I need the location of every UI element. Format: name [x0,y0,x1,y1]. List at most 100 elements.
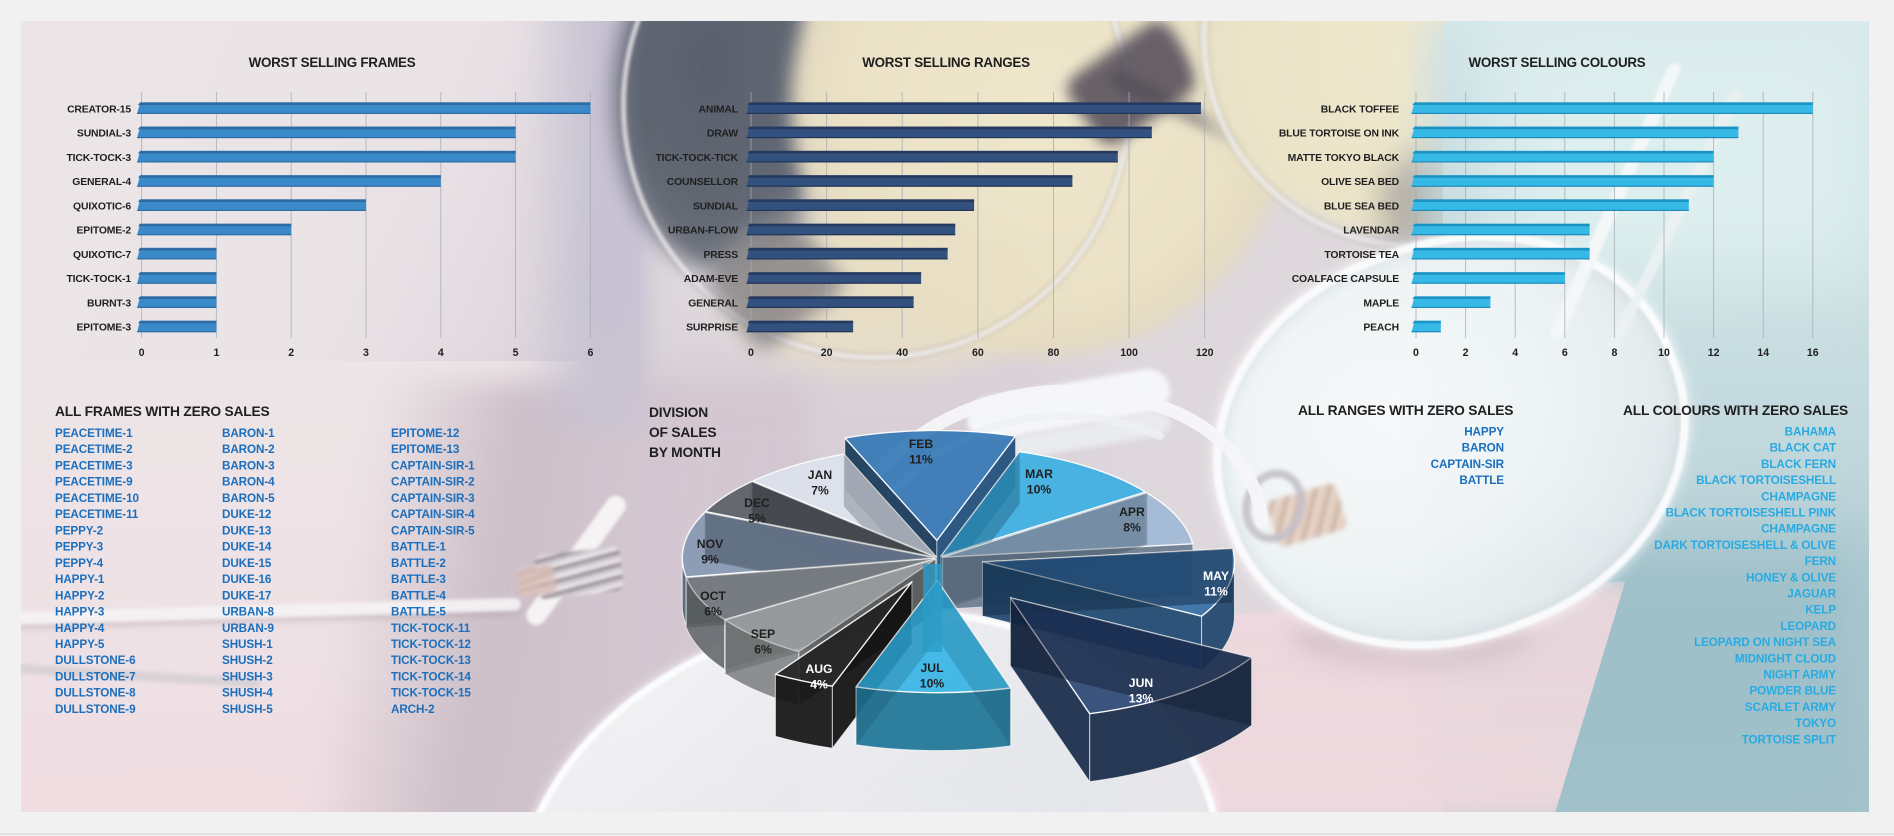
svg-text:ALL COLOURS WITH ZERO SALES: ALL COLOURS WITH ZERO SALES [1623,403,1848,418]
svg-text:TICK-TOCK-14: TICK-TOCK-14 [391,671,471,684]
svg-text:BATTLE-3: BATTLE-3 [391,573,446,586]
svg-text:WORST SELLING FRAMES: WORST SELLING FRAMES [249,55,416,70]
svg-text:TICK-TOCK-1: TICK-TOCK-1 [66,274,131,285]
svg-text:OCT: OCT [700,589,726,603]
svg-text:DUKE-15: DUKE-15 [222,557,272,570]
svg-text:GENERAL: GENERAL [688,298,739,309]
svg-text:CAPTAIN-SIR-5: CAPTAIN-SIR-5 [391,524,475,537]
svg-text:TICK-TOCK-15: TICK-TOCK-15 [391,687,471,700]
svg-text:BATTLE-5: BATTLE-5 [391,606,446,619]
svg-text:BLACK TOFFEE: BLACK TOFFEE [1321,104,1399,115]
svg-text:60: 60 [972,347,984,359]
svg-text:PEACETIME-3: PEACETIME-3 [55,460,133,473]
svg-text:BLACK FERN: BLACK FERN [1761,458,1836,471]
svg-text:TICK-TOCK-11: TICK-TOCK-11 [391,622,471,635]
svg-text:COUNSELLOR: COUNSELLOR [667,177,739,188]
svg-text:URBAN-8: URBAN-8 [222,606,274,619]
svg-text:TORTOISE TEA: TORTOISE TEA [1324,250,1399,261]
svg-text:SURPRISE: SURPRISE [686,323,738,334]
svg-text:DUKE-14: DUKE-14 [222,541,272,554]
svg-text:PEACETIME-1: PEACETIME-1 [55,427,133,440]
svg-text:SEP: SEP [751,627,775,641]
svg-text:BLUE TORTOISE ON INK: BLUE TORTOISE ON INK [1279,129,1400,140]
svg-text:BLACK CAT: BLACK CAT [1770,442,1837,455]
svg-text:TICK-TOCK-12: TICK-TOCK-12 [391,638,471,651]
svg-text:QUIXOTIC-6: QUIXOTIC-6 [73,201,131,212]
svg-text:BAHAMA: BAHAMA [1785,426,1837,439]
svg-text:PEPPY-4: PEPPY-4 [55,557,104,570]
svg-text:4: 4 [438,347,444,359]
svg-text:JUN: JUN [1129,676,1153,690]
svg-text:QUIXOTIC-7: QUIXOTIC-7 [73,250,131,261]
svg-text:ANIMAL: ANIMAL [698,104,738,115]
svg-text:13%: 13% [1129,692,1154,706]
svg-text:ALL FRAMES WITH ZERO SALES: ALL FRAMES WITH ZERO SALES [55,404,270,419]
svg-text:MAY: MAY [1203,569,1229,583]
svg-text:TORTOISE SPLIT: TORTOISE SPLIT [1742,733,1837,746]
svg-text:EPITOME-3: EPITOME-3 [77,323,132,334]
svg-text:WORST SELLING RANGES: WORST SELLING RANGES [862,55,1030,70]
svg-text:PEPPY-2: PEPPY-2 [55,524,104,537]
svg-text:BATTLE-4: BATTLE-4 [391,589,446,602]
svg-text:TICK-TOCK-13: TICK-TOCK-13 [391,654,471,667]
svg-text:FERN: FERN [1805,555,1836,568]
svg-text:AUG: AUG [805,662,832,676]
svg-text:LAVENDAR: LAVENDAR [1343,226,1399,237]
svg-text:HAPPY-2: HAPPY-2 [55,589,105,602]
svg-text:URBAN-FLOW: URBAN-FLOW [668,226,738,237]
svg-text:9%: 9% [701,553,719,567]
svg-text:4: 4 [1512,347,1518,359]
svg-text:BARON-4: BARON-4 [222,476,275,489]
svg-text:0: 0 [139,347,145,359]
svg-text:8%: 8% [1123,521,1141,535]
svg-text:6: 6 [1562,347,1568,359]
svg-text:DUKE-13: DUKE-13 [222,524,272,537]
svg-text:JAN: JAN [808,468,832,482]
svg-text:DRAW: DRAW [707,129,738,140]
svg-text:BY MONTH: BY MONTH [649,445,721,460]
svg-text:TOKYO: TOKYO [1795,717,1836,730]
svg-text:SHUSH-4: SHUSH-4 [222,687,273,700]
svg-text:HAPPY-3: HAPPY-3 [55,606,105,619]
svg-text:DULLSTONE-9: DULLSTONE-9 [55,703,136,716]
svg-text:14: 14 [1757,347,1769,359]
svg-text:POWDER BLUE: POWDER BLUE [1749,685,1836,698]
svg-text:BLACK TORTOISESHELL PINK: BLACK TORTOISESHELL PINK [1666,507,1837,520]
svg-text:KELP: KELP [1805,604,1836,617]
svg-text:DUKE-12: DUKE-12 [222,508,272,521]
svg-text:5%: 5% [748,512,766,526]
svg-text:CHAMPAGNE: CHAMPAGNE [1761,490,1836,503]
svg-text:7%: 7% [811,484,829,498]
svg-text:1: 1 [213,347,219,359]
svg-text:2: 2 [288,347,294,359]
svg-text:LEOPARD ON NIGHT SEA: LEOPARD ON NIGHT SEA [1694,636,1837,649]
svg-text:CAPTAIN-SIR-1: CAPTAIN-SIR-1 [391,460,475,473]
svg-text:DUKE-17: DUKE-17 [222,589,271,602]
svg-text:CHAMPAGNE: CHAMPAGNE [1761,523,1836,536]
svg-text:DEC: DEC [744,496,770,510]
svg-text:ALL RANGES WITH ZERO SALES: ALL RANGES WITH ZERO SALES [1298,403,1513,418]
svg-text:11%: 11% [1204,585,1228,599]
svg-text:80: 80 [1048,347,1060,359]
svg-text:OF SALES: OF SALES [649,425,716,440]
svg-text:OLIVE SEA BED: OLIVE SEA BED [1321,177,1400,188]
svg-text:CREATOR-15: CREATOR-15 [67,104,131,115]
svg-text:URBAN-9: URBAN-9 [222,622,274,635]
svg-text:MIDNIGHT CLOUD: MIDNIGHT CLOUD [1735,652,1836,665]
svg-text:0: 0 [748,347,754,359]
svg-text:EPITOME-12: EPITOME-12 [391,427,460,440]
svg-text:APR: APR [1119,505,1145,519]
svg-text:CAPTAIN-SIR-2: CAPTAIN-SIR-2 [391,476,475,489]
svg-text:SHUSH-2: SHUSH-2 [222,654,273,667]
svg-text:BARON-1: BARON-1 [222,427,275,440]
svg-text:CAPTAIN-SIR-4: CAPTAIN-SIR-4 [391,508,475,521]
svg-text:PEACETIME-2: PEACETIME-2 [55,443,133,456]
svg-text:SUNDIAL-3: SUNDIAL-3 [77,129,131,140]
svg-text:BATTLE-1: BATTLE-1 [391,541,446,554]
svg-text:6%: 6% [704,605,722,619]
svg-text:FEB: FEB [909,437,934,451]
svg-text:BATTLE-2: BATTLE-2 [391,557,446,570]
svg-text:BURNT-3: BURNT-3 [87,298,131,309]
svg-text:4%: 4% [810,678,828,692]
svg-text:SHUSH-3: SHUSH-3 [222,671,273,684]
